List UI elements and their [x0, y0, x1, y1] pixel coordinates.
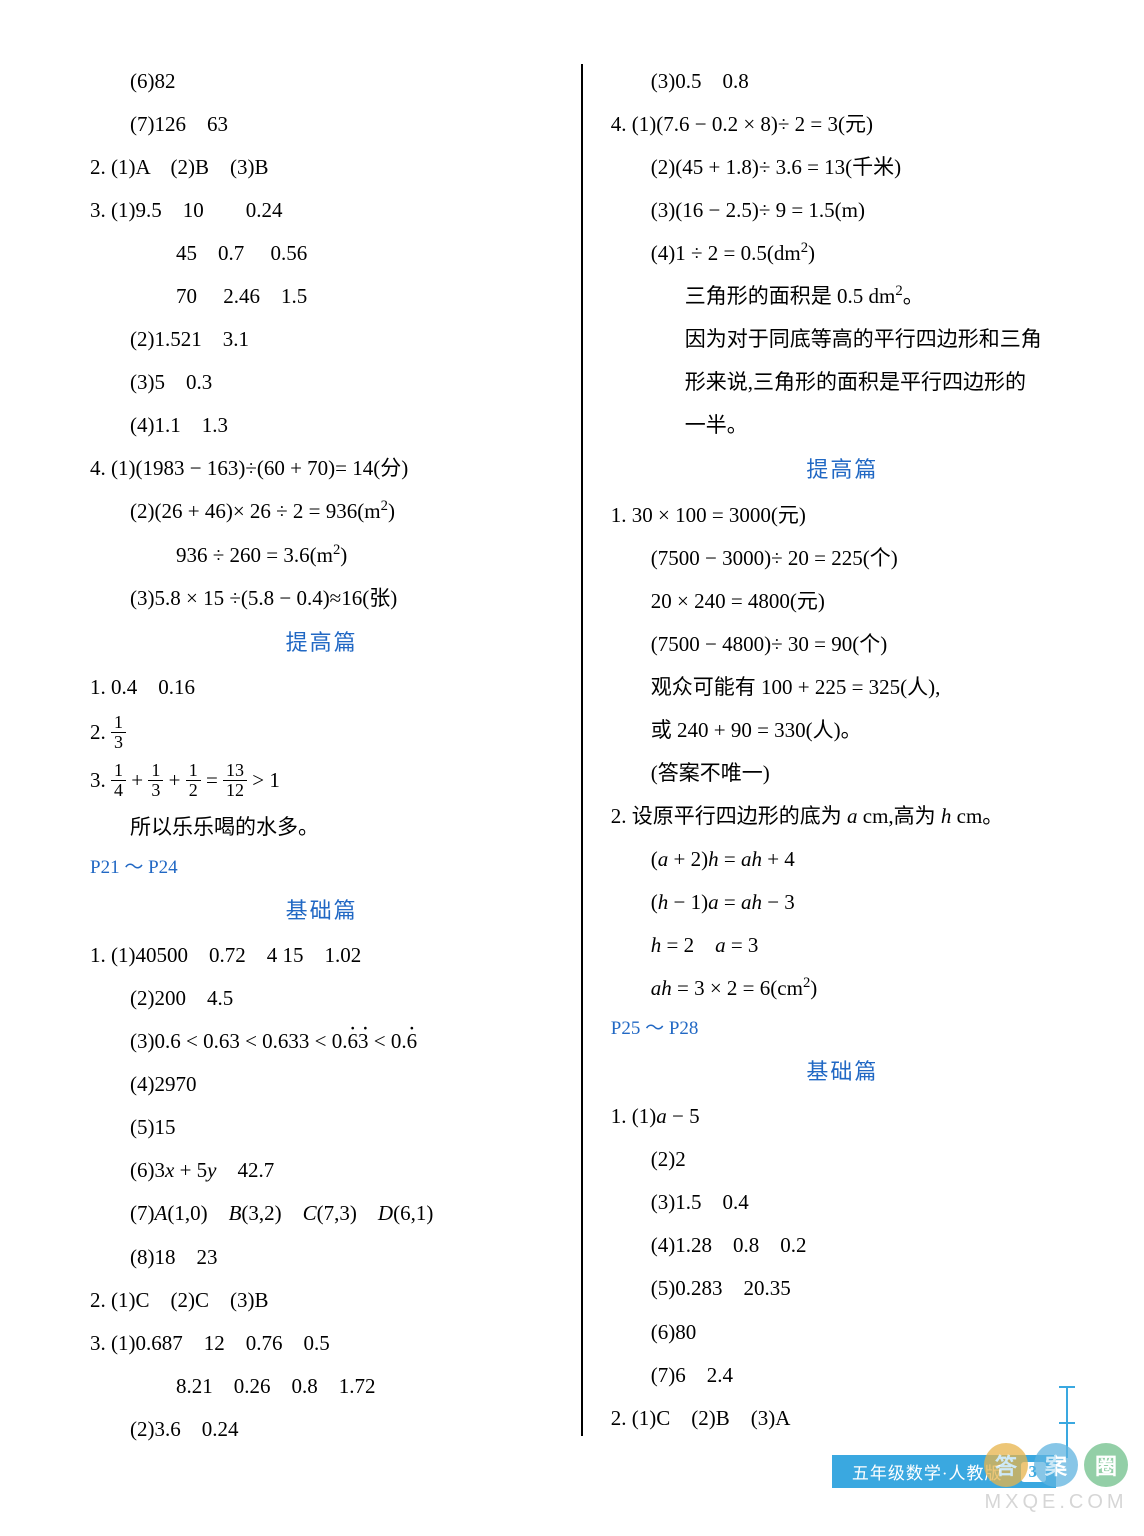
answer-line: (4)1.28 0.8 0.2 [611, 1224, 1074, 1267]
section-heading: 提高篇 [611, 447, 1074, 493]
page-ref: P25 ～ P28 [611, 1010, 1074, 1049]
watermark-badge: 案 [1034, 1443, 1078, 1487]
answer-line: 4. (1)(7.6 − 0.2 × 8)÷ 2 = 3(元) [611, 103, 1074, 146]
answer-line: (7)6 2.4 [611, 1354, 1074, 1397]
watermark-badge: 答 [984, 1443, 1028, 1487]
answer-line: (4)2970 [90, 1063, 553, 1106]
answer-line: (4)1.1 1.3 [90, 404, 553, 447]
watermark-badge: 圈 [1084, 1443, 1128, 1487]
answer-line: (2)1.521 3.1 [90, 318, 553, 361]
answer-line: 1. 30 × 100 = 3000(元) [611, 494, 1074, 537]
page-ref: P21 ～ P24 [90, 849, 553, 888]
section-heading: 基础篇 [611, 1049, 1074, 1095]
answer-line: (5)15 [90, 1106, 553, 1149]
answer-line: 3. (1)9.5 10 0.24 [90, 189, 553, 232]
answer-line: (a + 2)h = ah + 4 [611, 838, 1074, 881]
answer-line: (6)3x + 5y 42.7 [90, 1149, 553, 1192]
footer-label: 五年级数学·人教版 [852, 1459, 1003, 1484]
answer-line: (3)1.5 0.4 [611, 1181, 1074, 1224]
right-column: (3)0.5 0.8 4. (1)(7.6 − 0.2 × 8)÷ 2 = 3(… [583, 60, 1074, 1440]
answer-line: 3. (1)0.687 12 0.76 0.5 [90, 1322, 553, 1365]
answer-line: (8)18 23 [90, 1236, 553, 1279]
answer-line: (7500 − 3000)÷ 20 = 225(个) [611, 537, 1074, 580]
answer-line: 2. 13 [90, 709, 553, 758]
answer-line: h = 2 a = 3 [611, 924, 1074, 967]
answer-line: (3)5.8 × 15 ÷(5.8 − 0.4)≈16(张) [90, 577, 553, 620]
answer-line: 1. (1)a − 5 [611, 1095, 1074, 1138]
answer-line: (答案不唯一) [611, 752, 1074, 795]
answer-line: 936 ÷ 260 = 3.6(m2) [90, 534, 553, 577]
answer-line: 2. (1)C (2)C (3)B [90, 1279, 553, 1322]
answer-line: ah = 3 × 2 = 6(cm2) [611, 967, 1074, 1010]
answer-line: 45 0.7 0.56 [90, 232, 553, 275]
answer-line: (6)80 [611, 1311, 1074, 1354]
answer-line: (7)A(1,0) B(3,2) C(7,3) D(6,1) [90, 1192, 553, 1235]
answer-line: (2)(45 + 1.8)÷ 3.6 = 13(千米) [611, 146, 1074, 189]
answer-line: 20 × 240 = 4800(元) [611, 580, 1074, 623]
answer-line: 4. (1)(1983 − 163)÷(60 + 70)= 14(分) [90, 447, 553, 490]
section-heading: 提高篇 [90, 620, 553, 666]
left-column: (6)82 (7)126 63 2. (1)A (2)B (3)B 3. (1)… [90, 60, 581, 1440]
answer-line: 1. 0.4 0.16 [90, 666, 553, 709]
watermark-url: MXQE.COM [984, 1491, 1127, 1514]
answer-line: 3. 14 + 13 + 12 = 1312 > 1 [90, 757, 553, 806]
answer-line: 所以乐乐喝的水多。 [90, 806, 553, 849]
answer-line: 1. (1)40500 0.72 4 15 1.02 [90, 934, 553, 977]
answer-line: (5)0.283 20.35 [611, 1267, 1074, 1310]
answer-line: (3)0.6 < 0.63 < 0.633 < 0.63 < 0.6 [90, 1020, 553, 1063]
answer-line: 2. 设原平行四边形的底为 a cm,高为 h cm。 [611, 795, 1074, 838]
section-heading: 基础篇 [90, 888, 553, 934]
answer-line: (2)2 [611, 1138, 1074, 1181]
answer-line: (6)82 [90, 60, 553, 103]
answer-line: (2)200 4.5 [90, 977, 553, 1020]
answer-line: 8.21 0.26 0.8 1.72 [90, 1365, 553, 1408]
answer-line: 形来说,三角形的面积是平行四边形的 [611, 361, 1074, 404]
answer-line: (3)(16 − 2.5)÷ 9 = 1.5(m) [611, 189, 1074, 232]
answer-line: 或 240 + 90 = 330(人)。 [611, 709, 1074, 752]
answer-line: (2)(26 + 46)× 26 ÷ 2 = 936(m2) [90, 490, 553, 533]
page-columns: (6)82 (7)126 63 2. (1)A (2)B (3)B 3. (1)… [0, 0, 1144, 1440]
answer-line: 三角形的面积是 0.5 dm2。 [611, 275, 1074, 318]
answer-line: 观众可能有 100 + 225 = 325(人), [611, 666, 1074, 709]
answer-line: 一半。 [611, 404, 1074, 447]
answer-line: 2. (1)C (2)B (3)A [611, 1397, 1074, 1440]
answer-line: (4)1 ÷ 2 = 0.5(dm2) [611, 232, 1074, 275]
answer-line: (7)126 63 [90, 103, 553, 146]
answer-line: (7500 − 4800)÷ 30 = 90(个) [611, 623, 1074, 666]
answer-line: 70 2.46 1.5 [90, 275, 553, 318]
answer-line: (h − 1)a = ah − 3 [611, 881, 1074, 924]
answer-line: (3)5 0.3 [90, 361, 553, 404]
answer-line: (2)3.6 0.24 [90, 1408, 553, 1451]
answer-line: (3)0.5 0.8 [611, 60, 1074, 103]
answer-line: 因为对于同底等高的平行四边形和三角 [611, 318, 1074, 361]
watermark: 答 案 圈 MXQE.COM [984, 1443, 1128, 1514]
answer-line: 2. (1)A (2)B (3)B [90, 146, 553, 189]
